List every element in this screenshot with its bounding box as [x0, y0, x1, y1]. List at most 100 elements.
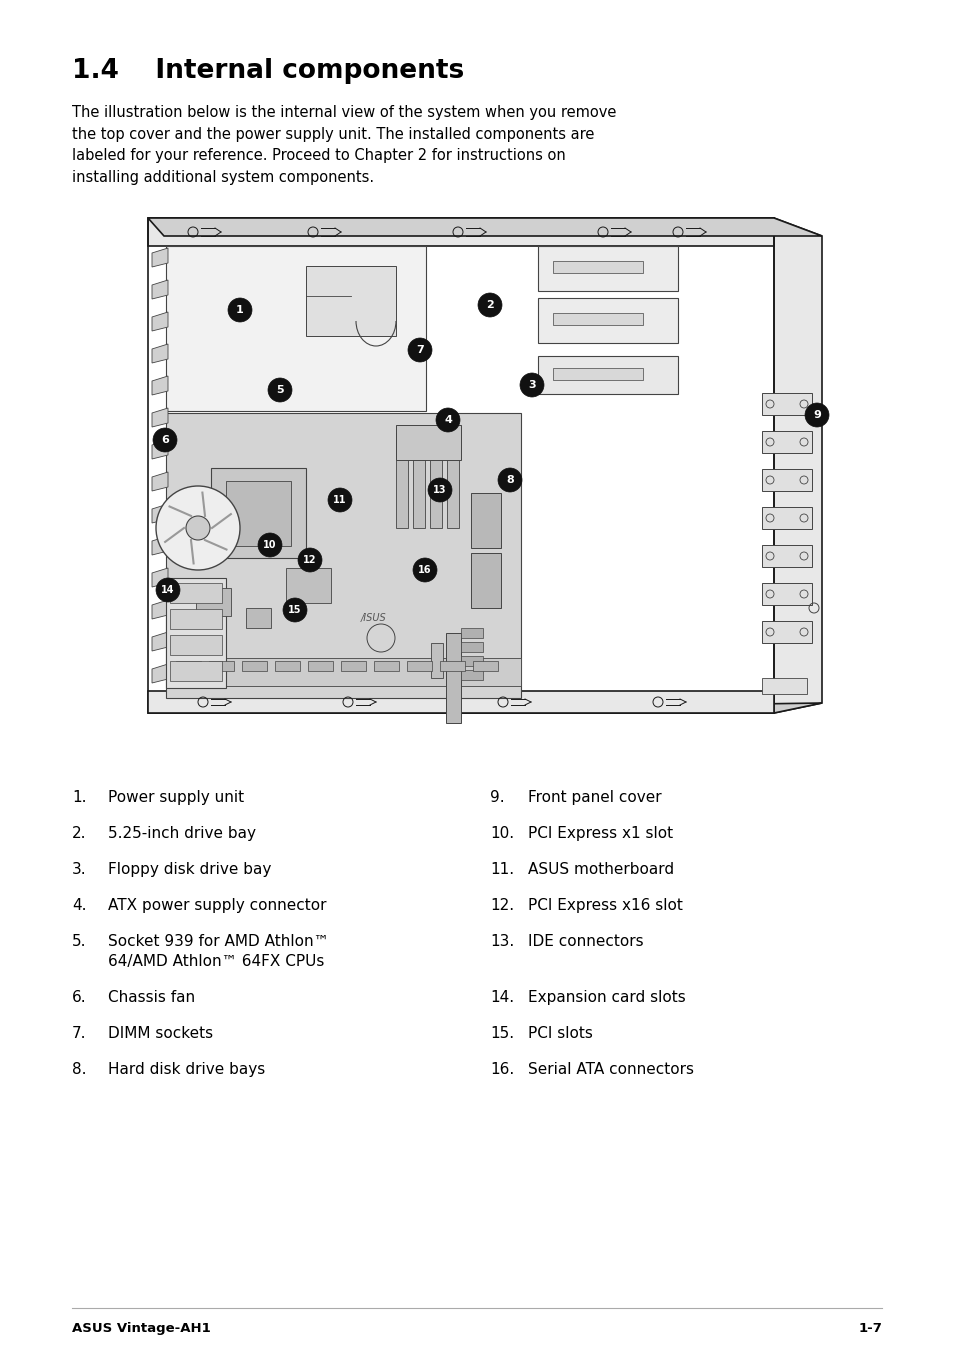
Text: 11: 11	[333, 494, 346, 505]
Bar	[170, 661, 222, 681]
Polygon shape	[152, 249, 168, 267]
Bar	[430, 434, 441, 528]
Bar	[226, 481, 291, 546]
Text: The illustration below is the internal view of the system when you remove
the to: The illustration below is the internal v…	[71, 105, 616, 185]
Text: ASUS motherboard: ASUS motherboard	[527, 862, 674, 877]
Text: 3.: 3.	[71, 862, 87, 877]
Text: 5: 5	[276, 385, 283, 394]
Text: 1: 1	[236, 305, 244, 315]
Bar	[761, 621, 811, 643]
Bar	[148, 218, 773, 713]
Circle shape	[413, 558, 436, 582]
Text: 12: 12	[303, 555, 316, 565]
Circle shape	[428, 478, 452, 503]
Bar	[242, 661, 267, 671]
Bar	[460, 628, 482, 638]
Polygon shape	[152, 536, 168, 555]
Polygon shape	[152, 663, 168, 684]
Text: 14.: 14.	[490, 990, 514, 1005]
Bar	[246, 608, 271, 628]
Bar	[286, 567, 331, 603]
Text: 16.: 16.	[490, 1062, 514, 1077]
Text: 3: 3	[528, 380, 536, 390]
Polygon shape	[152, 280, 168, 299]
Polygon shape	[152, 312, 168, 331]
Bar	[761, 507, 811, 530]
Bar	[471, 553, 500, 608]
Text: 2: 2	[486, 300, 494, 309]
Polygon shape	[152, 632, 168, 651]
Circle shape	[519, 373, 543, 397]
Bar	[431, 643, 442, 678]
Bar	[195, 588, 231, 616]
Circle shape	[477, 293, 501, 317]
Circle shape	[156, 486, 240, 570]
Circle shape	[328, 488, 352, 512]
Bar	[761, 584, 811, 605]
Bar	[166, 246, 426, 411]
Text: 12.: 12.	[490, 898, 514, 913]
Text: 9.: 9.	[490, 790, 504, 805]
Circle shape	[186, 516, 210, 540]
Bar	[175, 661, 201, 671]
Bar	[447, 434, 458, 528]
Circle shape	[297, 549, 322, 571]
Bar	[761, 469, 811, 490]
Text: DIMM sockets: DIMM sockets	[108, 1025, 213, 1042]
Bar	[761, 544, 811, 567]
Bar	[537, 357, 678, 394]
Text: PCI Express x16 slot: PCI Express x16 slot	[527, 898, 682, 913]
Polygon shape	[152, 600, 168, 619]
Text: Socket 939 for AMD Athlon™: Socket 939 for AMD Athlon™	[108, 934, 329, 948]
Bar	[553, 367, 642, 380]
Text: 15: 15	[288, 605, 301, 615]
Text: ASUS Vintage-AH1: ASUS Vintage-AH1	[71, 1323, 211, 1335]
Text: 1-7: 1-7	[858, 1323, 882, 1335]
Circle shape	[804, 403, 828, 427]
Bar	[761, 393, 811, 415]
Bar	[170, 635, 222, 655]
Bar	[166, 578, 226, 688]
Bar	[308, 661, 333, 671]
Polygon shape	[152, 376, 168, 394]
Polygon shape	[152, 408, 168, 427]
Text: 11.: 11.	[490, 862, 514, 877]
Text: 16: 16	[417, 565, 432, 576]
Circle shape	[436, 408, 459, 432]
Text: Hard disk drive bays: Hard disk drive bays	[108, 1062, 265, 1077]
Circle shape	[152, 428, 177, 453]
Bar	[553, 313, 642, 326]
Bar	[148, 218, 773, 246]
Bar	[471, 493, 500, 549]
Circle shape	[367, 624, 395, 653]
Text: ATX power supply connector: ATX power supply connector	[108, 898, 326, 913]
Bar	[761, 678, 806, 694]
Text: 13: 13	[433, 485, 446, 494]
Circle shape	[283, 598, 307, 621]
Polygon shape	[152, 471, 168, 490]
Bar	[460, 657, 482, 666]
Text: 15.: 15.	[490, 1027, 514, 1042]
Bar	[460, 642, 482, 653]
Text: 13.: 13.	[490, 934, 514, 948]
Circle shape	[408, 338, 432, 362]
Text: 7: 7	[416, 345, 423, 355]
Text: 5.: 5.	[71, 934, 87, 948]
Circle shape	[268, 378, 292, 403]
Bar	[537, 299, 678, 343]
Bar	[473, 661, 497, 671]
Text: 9: 9	[812, 409, 821, 420]
Text: Power supply unit: Power supply unit	[108, 790, 244, 805]
Bar	[274, 661, 299, 671]
Bar	[537, 246, 678, 290]
Bar	[761, 431, 811, 453]
Circle shape	[497, 467, 521, 492]
Bar	[439, 661, 464, 671]
Bar	[306, 266, 395, 336]
Text: Chassis fan: Chassis fan	[108, 990, 195, 1005]
Text: 10.: 10.	[490, 825, 514, 842]
Text: Floppy disk drive bay: Floppy disk drive bay	[108, 862, 271, 877]
Text: 4: 4	[443, 415, 452, 426]
Text: 1.4    Internal components: 1.4 Internal components	[71, 58, 464, 84]
Bar	[340, 661, 366, 671]
